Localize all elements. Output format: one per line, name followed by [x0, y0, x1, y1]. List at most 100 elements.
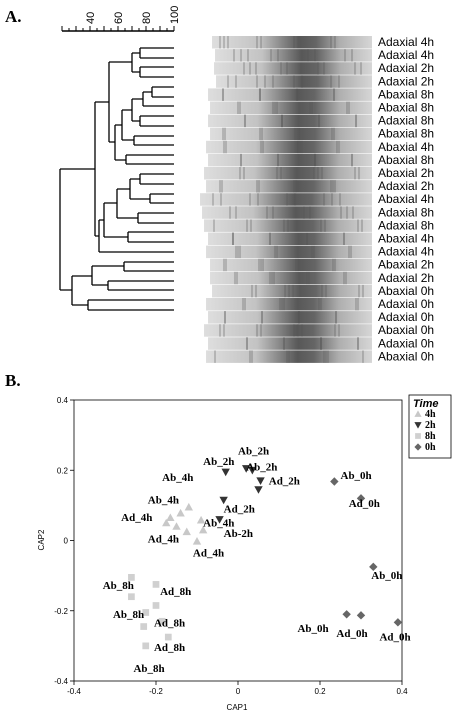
- data-point: [198, 525, 208, 534]
- gel-lane: [202, 206, 372, 219]
- gel-lane: [204, 167, 372, 180]
- data-point: [330, 477, 339, 486]
- y-tick-label: 0.4: [57, 396, 69, 405]
- gel-lane-label: Adaxial 8h: [378, 114, 434, 128]
- data-point: [369, 562, 378, 572]
- data-point: [158, 617, 166, 625]
- point-label: Ad_4h: [193, 547, 224, 559]
- data-point: [356, 494, 366, 503]
- data-point: [221, 468, 230, 477]
- point-label: Ad_0h: [336, 628, 367, 640]
- point-label: Ad_4h: [121, 512, 152, 524]
- data-point: [219, 496, 228, 505]
- data-point: [166, 513, 175, 522]
- gel-lane: [212, 36, 372, 49]
- point-label: Ab_8h: [103, 580, 134, 592]
- gel-lane: [206, 245, 372, 259]
- gel-lane-label: Abaxial 8h: [378, 153, 434, 167]
- gel-lane-label: Abaxial 0h: [378, 284, 434, 298]
- data-point: [128, 574, 135, 581]
- legend-marker: [414, 410, 422, 417]
- panel-a-label: A.: [5, 7, 22, 26]
- gel-lane: [210, 127, 372, 141]
- point-label: Ad_8h: [160, 586, 191, 598]
- y-tick-label: 0.2: [57, 466, 69, 475]
- gel-lane-label: Abaxial 2h: [378, 258, 434, 272]
- data-point: [172, 522, 181, 530]
- point-label: Ad_2h: [224, 503, 255, 515]
- gel-lane: [215, 49, 372, 62]
- point-label: Ab_2h: [246, 461, 277, 473]
- legend-label: 8h: [425, 431, 436, 442]
- gel-lane: [210, 271, 372, 285]
- legend-label: 0h: [425, 442, 436, 453]
- gel-lane: [208, 232, 372, 245]
- point-label: Ad_0h: [349, 498, 380, 510]
- scale-tick-label: 100: [169, 6, 181, 24]
- gel-lane-label: Adaxial 0h: [378, 336, 434, 350]
- data-point: [152, 602, 160, 609]
- point-label: Ad_2h: [269, 475, 300, 487]
- data-point: [142, 642, 150, 650]
- gel-lane-label: Adaxial 0h: [378, 297, 434, 311]
- gel-lane-label: Adaxial 2h: [378, 179, 434, 193]
- point-label: Ab_0h: [371, 570, 402, 582]
- point-label: Ab_4h: [203, 517, 234, 529]
- legend-marker: [414, 443, 422, 451]
- gel-lane-label: Abaxial 4h: [378, 192, 434, 206]
- point-label: Ab_8h: [133, 663, 164, 675]
- data-point: [152, 581, 160, 588]
- point-label: Ab_8h: [113, 609, 144, 621]
- gel-lane: [206, 140, 372, 154]
- gel-lane: [204, 324, 372, 337]
- point-label: Ad_8h: [154, 642, 185, 654]
- dendrogram: [59, 47, 174, 311]
- gel-lane: [208, 337, 372, 350]
- data-point: [215, 516, 224, 524]
- gel-lane-label: Adaxial 0h: [378, 310, 434, 324]
- data-point: [393, 618, 403, 627]
- gel-lane: [210, 258, 372, 272]
- x-tick-label: 0.2: [314, 687, 326, 696]
- gel-lane: [208, 88, 372, 101]
- point-label: Ab_2h: [203, 456, 234, 468]
- gel-lane-label: Adaxial 2h: [378, 61, 434, 75]
- dgge-gel: [200, 36, 372, 363]
- gel-lane: [204, 219, 372, 232]
- point-label: Ab_0h: [341, 470, 372, 482]
- point-label: Ab-2h: [224, 528, 253, 540]
- data-point: [142, 609, 150, 616]
- point-label: Ab_2h: [238, 445, 269, 457]
- data-point: [182, 527, 191, 536]
- data-point: [342, 610, 351, 619]
- panel-b-label: B.: [5, 371, 21, 390]
- cap-ordination-plot: -0.4 -0.2 0 0.2 0.4 0.4 0.2 0 -0.2 -0.4 Ab_2h Ab_2…: [37, 396, 411, 712]
- x-tick-label: -0.4: [67, 687, 81, 696]
- data-point: [164, 633, 172, 641]
- data-point: [176, 508, 185, 517]
- point-label: Ad_4h: [148, 533, 179, 545]
- legend-label: 2h: [425, 420, 436, 431]
- gel-lane-label: Abaxial 8h: [378, 87, 434, 101]
- point-label: Ad_8h: [154, 618, 185, 630]
- gel-lane-label: Adaxial 4h: [378, 35, 434, 49]
- scale-tick-label: 60: [113, 12, 125, 24]
- x-tick-label: 0: [236, 687, 241, 696]
- scale-tick-label: 80: [141, 12, 153, 24]
- gel-lane-label: Abaxial 2h: [378, 166, 434, 180]
- y-tick-label: 0: [64, 537, 69, 546]
- gel-lane-label: Abaxial 8h: [378, 101, 434, 115]
- point-label: Ab_0h: [297, 623, 328, 635]
- data-point: [162, 518, 171, 527]
- y-tick-label: -0.4: [54, 677, 68, 686]
- gel-lane: [208, 153, 372, 167]
- gel-lane-label: Abaxial 8h: [378, 127, 434, 141]
- legend-marker: [414, 422, 422, 429]
- legend-label: 4h: [425, 409, 436, 420]
- gel-lane: [210, 101, 372, 114]
- gel-lane-label: Abaxial 4h: [378, 140, 434, 154]
- data-point: [356, 611, 366, 620]
- scale-tick-label: 40: [85, 12, 97, 24]
- gel-lane-label: Adaxial 4h: [378, 48, 434, 62]
